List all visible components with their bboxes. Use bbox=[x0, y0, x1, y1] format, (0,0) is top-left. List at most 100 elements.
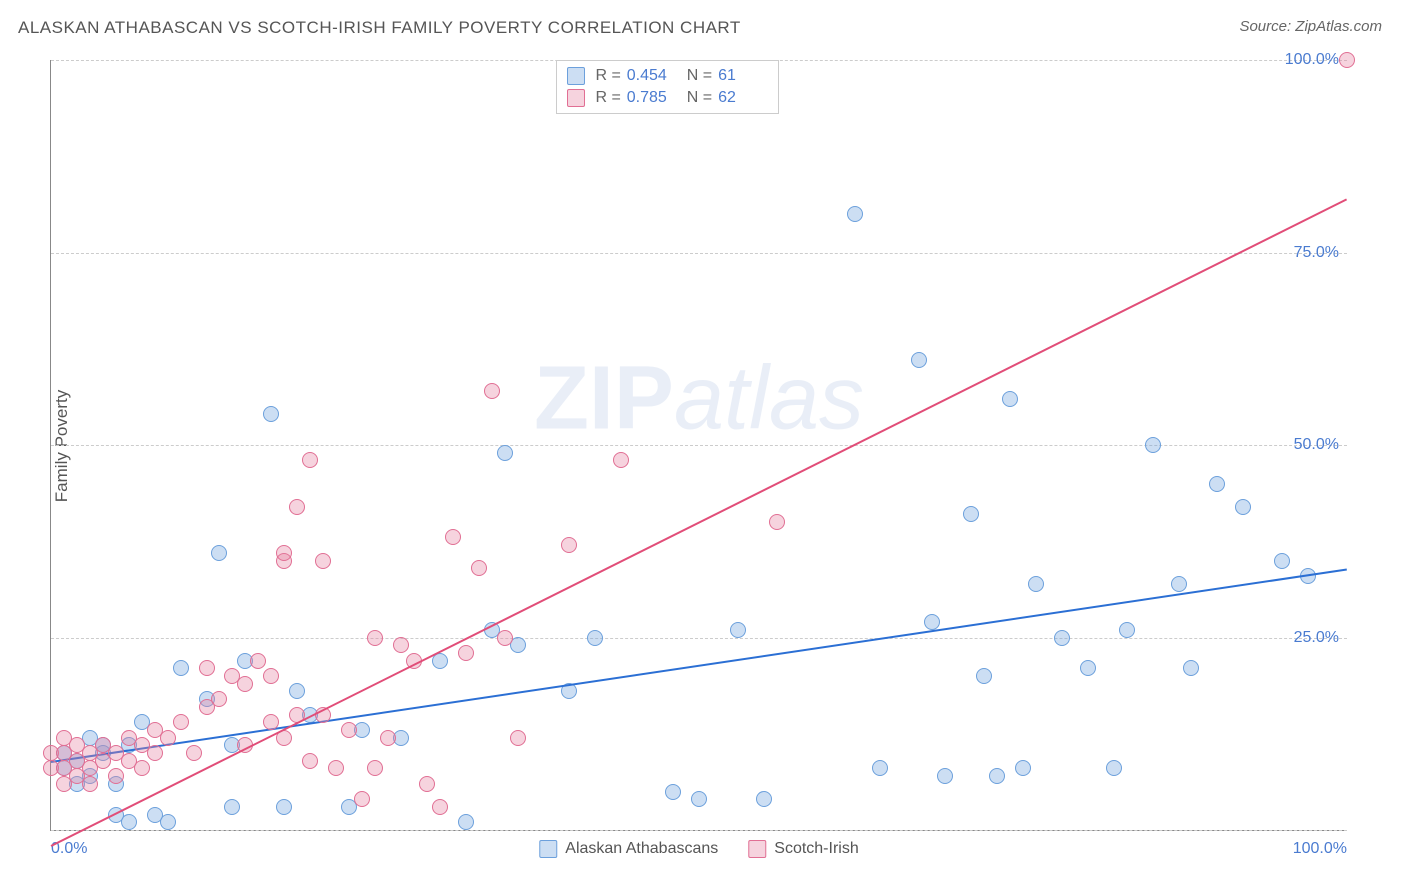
scatter-point bbox=[510, 730, 526, 746]
y-tick-label: 100.0% bbox=[1285, 51, 1339, 69]
scatter-point bbox=[471, 560, 487, 576]
n-value: 62 bbox=[718, 89, 768, 107]
scatter-point bbox=[341, 722, 357, 738]
scatter-point bbox=[1119, 622, 1135, 638]
scatter-point bbox=[1209, 476, 1225, 492]
r-label: R = bbox=[595, 67, 620, 85]
r-value: 0.785 bbox=[627, 89, 677, 107]
scatter-point bbox=[1183, 660, 1199, 676]
scatter-point bbox=[665, 784, 681, 800]
legend-item: Alaskan Athabascans bbox=[539, 840, 718, 858]
legend-label: Scotch-Irish bbox=[774, 840, 858, 858]
watermark-text: ZIPatlas bbox=[534, 347, 864, 450]
scatter-point bbox=[147, 745, 163, 761]
r-value: 0.454 bbox=[627, 67, 677, 85]
scatter-point bbox=[730, 622, 746, 638]
scatter-point bbox=[289, 499, 305, 515]
scatter-point bbox=[211, 545, 227, 561]
scatter-point bbox=[160, 814, 176, 830]
n-label: N = bbox=[687, 89, 712, 107]
scatter-point bbox=[250, 653, 266, 669]
scatter-point bbox=[1145, 437, 1161, 453]
scatter-point bbox=[263, 714, 279, 730]
scatter-point bbox=[458, 645, 474, 661]
scatter-point bbox=[1002, 391, 1018, 407]
watermark-italic: atlas bbox=[674, 348, 864, 448]
scatter-point bbox=[276, 545, 292, 561]
scatter-point bbox=[134, 760, 150, 776]
scatter-point bbox=[847, 206, 863, 222]
swatch-icon bbox=[567, 67, 585, 85]
scatter-point bbox=[484, 383, 500, 399]
stats-row: R = 0.785 N = 62 bbox=[567, 87, 768, 109]
scatter-point bbox=[263, 406, 279, 422]
scatter-point bbox=[1028, 576, 1044, 592]
x-tick-label: 100.0% bbox=[1293, 840, 1347, 858]
scatter-point bbox=[1235, 499, 1251, 515]
scatter-point bbox=[173, 660, 189, 676]
legend-label: Alaskan Athabascans bbox=[565, 840, 718, 858]
chart-title: ALASKAN ATHABASCAN VS SCOTCH-IRISH FAMIL… bbox=[18, 18, 741, 38]
scatter-point bbox=[1080, 660, 1096, 676]
scatter-point bbox=[561, 537, 577, 553]
legend-item: Scotch-Irish bbox=[748, 840, 858, 858]
scatter-point bbox=[173, 714, 189, 730]
gridline bbox=[51, 60, 1347, 61]
scatter-point bbox=[276, 799, 292, 815]
scatter-point bbox=[393, 637, 409, 653]
scatter-point bbox=[937, 768, 953, 784]
scatter-point bbox=[1339, 52, 1355, 68]
scatter-point bbox=[1015, 760, 1031, 776]
scatter-point bbox=[211, 691, 227, 707]
scatter-point bbox=[769, 514, 785, 530]
r-label: R = bbox=[595, 89, 620, 107]
scatter-point bbox=[445, 529, 461, 545]
scatter-point bbox=[263, 668, 279, 684]
scatter-point bbox=[1106, 760, 1122, 776]
gridline bbox=[51, 830, 1347, 831]
scatter-point bbox=[237, 676, 253, 692]
scatter-point bbox=[199, 660, 215, 676]
scatter-point bbox=[1171, 576, 1187, 592]
scatter-point bbox=[186, 745, 202, 761]
y-tick-label: 75.0% bbox=[1294, 244, 1339, 262]
series-legend: Alaskan Athabascans Scotch-Irish bbox=[539, 840, 858, 858]
watermark-bold: ZIP bbox=[534, 348, 674, 448]
scatter-point bbox=[380, 730, 396, 746]
scatter-point bbox=[302, 452, 318, 468]
y-tick-label: 50.0% bbox=[1294, 436, 1339, 454]
scatter-point bbox=[82, 776, 98, 792]
scatter-point bbox=[302, 753, 318, 769]
scatter-plot-area: ZIPatlas R = 0.454 N = 61 R = 0.785 N = … bbox=[50, 60, 1347, 831]
source-attribution: Source: ZipAtlas.com bbox=[1239, 18, 1382, 35]
scatter-point bbox=[756, 791, 772, 807]
scatter-point bbox=[613, 452, 629, 468]
scatter-point bbox=[289, 683, 305, 699]
scatter-point bbox=[224, 799, 240, 815]
swatch-icon bbox=[567, 89, 585, 107]
scatter-point bbox=[911, 352, 927, 368]
gridline bbox=[51, 638, 1347, 639]
scatter-point bbox=[497, 445, 513, 461]
swatch-icon bbox=[748, 840, 766, 858]
correlation-stats-box: R = 0.454 N = 61 R = 0.785 N = 62 bbox=[556, 60, 779, 114]
swatch-icon bbox=[539, 840, 557, 858]
scatter-point bbox=[458, 814, 474, 830]
scatter-point bbox=[315, 553, 331, 569]
scatter-point bbox=[419, 776, 435, 792]
scatter-point bbox=[497, 630, 513, 646]
n-label: N = bbox=[687, 67, 712, 85]
scatter-point bbox=[976, 668, 992, 684]
scatter-point bbox=[121, 814, 137, 830]
scatter-point bbox=[367, 630, 383, 646]
scatter-point bbox=[432, 799, 448, 815]
scatter-point bbox=[691, 791, 707, 807]
scatter-point bbox=[1054, 630, 1070, 646]
scatter-point bbox=[1274, 553, 1290, 569]
n-value: 61 bbox=[718, 67, 768, 85]
scatter-point bbox=[354, 791, 370, 807]
scatter-point bbox=[160, 730, 176, 746]
trend-line bbox=[51, 199, 1348, 848]
scatter-point bbox=[872, 760, 888, 776]
scatter-point bbox=[963, 506, 979, 522]
